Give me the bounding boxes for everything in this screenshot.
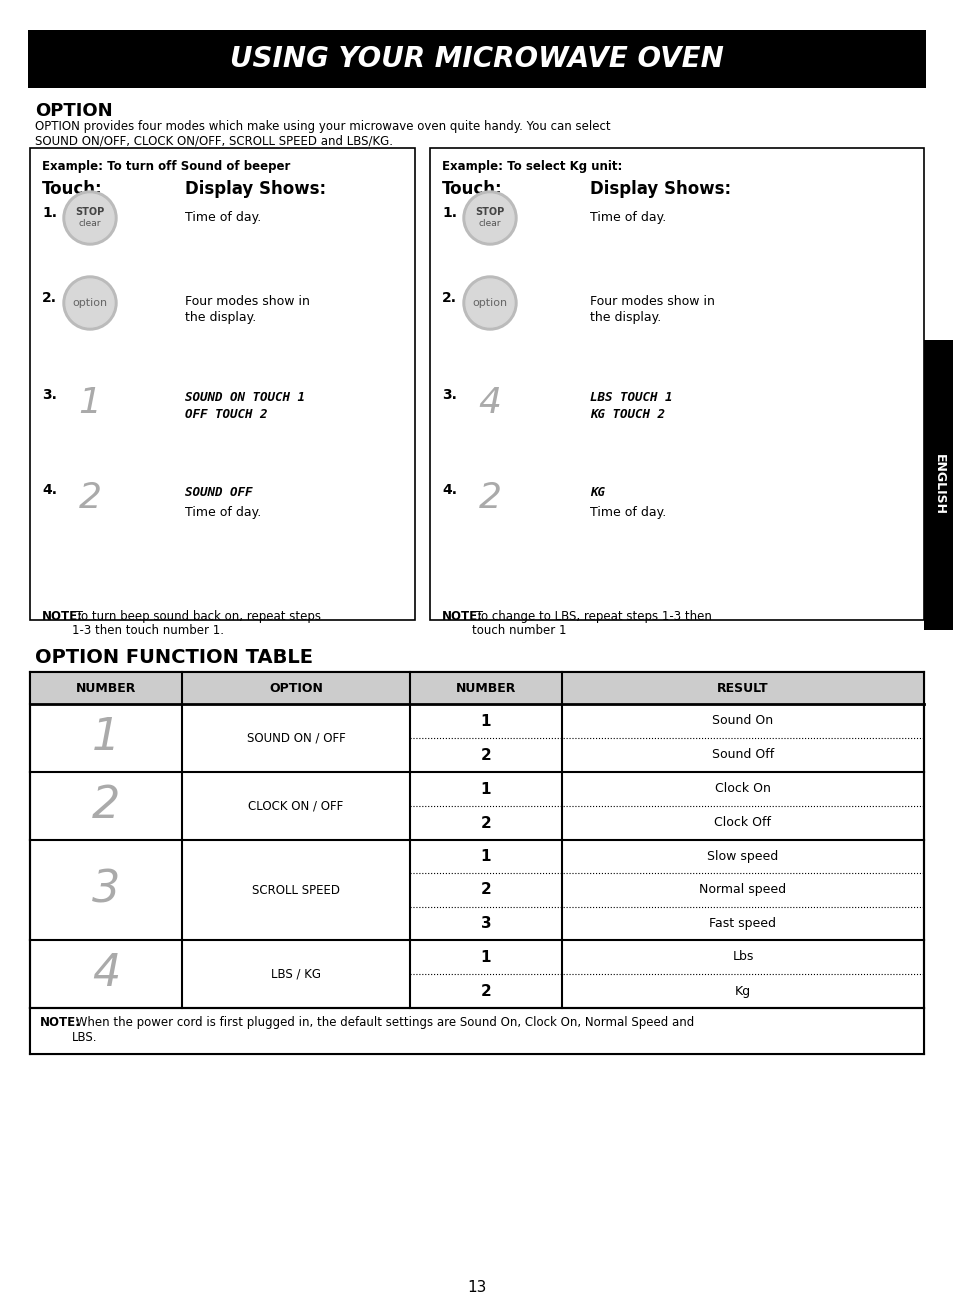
Text: Time of day.: Time of day. <box>185 211 261 225</box>
Text: OPTION provides four modes which make using your microwave oven quite handy. You: OPTION provides four modes which make us… <box>35 119 610 133</box>
Text: 2: 2 <box>91 784 120 827</box>
Bar <box>923 340 953 630</box>
Text: 4: 4 <box>91 952 120 995</box>
Text: Display Shows:: Display Shows: <box>589 180 730 198</box>
Text: SOUND ON/OFF, CLOCK ON/OFF, SCROLL SPEED and LBS/KG.: SOUND ON/OFF, CLOCK ON/OFF, SCROLL SPEED… <box>35 134 393 147</box>
Text: 1: 1 <box>91 717 120 759</box>
Circle shape <box>66 278 113 327</box>
Text: 3.: 3. <box>42 389 57 402</box>
Text: Kg: Kg <box>734 985 750 998</box>
Text: NUMBER: NUMBER <box>75 681 136 695</box>
Circle shape <box>465 278 514 327</box>
Text: NOTE:: NOTE: <box>441 611 482 622</box>
Text: touch number 1: touch number 1 <box>472 624 566 637</box>
Text: Time of day.: Time of day. <box>185 506 261 519</box>
Circle shape <box>63 276 117 330</box>
Text: SOUND ON TOUCH 1: SOUND ON TOUCH 1 <box>185 391 305 404</box>
Text: Four modes show in: Four modes show in <box>589 295 714 309</box>
Text: Fast speed: Fast speed <box>709 916 776 930</box>
Text: LBS TOUCH 1: LBS TOUCH 1 <box>589 391 672 404</box>
Text: Clock On: Clock On <box>715 783 770 796</box>
Text: Lbs: Lbs <box>732 951 753 964</box>
Circle shape <box>462 190 517 246</box>
Text: NUMBER: NUMBER <box>456 681 516 695</box>
Text: 3.: 3. <box>441 389 456 402</box>
Text: ENGLISH: ENGLISH <box>931 454 944 516</box>
Text: 2.: 2. <box>42 291 57 305</box>
Text: 2: 2 <box>480 983 491 998</box>
Text: NOTE:: NOTE: <box>40 1016 81 1029</box>
Text: NOTE:: NOTE: <box>42 611 83 622</box>
Text: To change to LBS, repeat steps 1-3 then: To change to LBS, repeat steps 1-3 then <box>472 611 711 622</box>
Text: To turn beep sound back on, repeat steps: To turn beep sound back on, repeat steps <box>71 611 320 622</box>
Text: 1.: 1. <box>42 206 57 221</box>
Text: 4.: 4. <box>42 483 57 498</box>
Text: Example: To turn off Sound of beeper: Example: To turn off Sound of beeper <box>42 160 290 173</box>
Text: 2: 2 <box>478 481 501 515</box>
Text: 1: 1 <box>480 713 491 729</box>
Text: clear: clear <box>79 219 101 228</box>
Circle shape <box>66 194 113 242</box>
Text: 2.: 2. <box>441 291 456 305</box>
Text: 2: 2 <box>78 481 101 515</box>
Text: clear: clear <box>478 219 500 228</box>
Text: 1-3 then touch number 1.: 1-3 then touch number 1. <box>71 624 224 637</box>
Text: the display.: the display. <box>185 311 256 324</box>
Text: 3: 3 <box>480 916 491 931</box>
Text: OPTION FUNCTION TABLE: OPTION FUNCTION TABLE <box>35 649 313 667</box>
Circle shape <box>465 194 514 242</box>
Text: 1.: 1. <box>441 206 456 221</box>
Text: Sound On: Sound On <box>712 714 773 727</box>
Text: KG TOUCH 2: KG TOUCH 2 <box>589 408 664 421</box>
Text: 1: 1 <box>480 850 491 864</box>
Text: 2: 2 <box>480 815 491 831</box>
Text: Clock Off: Clock Off <box>714 817 771 830</box>
Text: OPTION: OPTION <box>269 681 323 695</box>
Text: STOP: STOP <box>475 207 504 217</box>
Text: 4: 4 <box>478 386 501 420</box>
Text: Time of day.: Time of day. <box>589 506 665 519</box>
Text: USING YOUR MICROWAVE OVEN: USING YOUR MICROWAVE OVEN <box>230 45 723 74</box>
Text: 13: 13 <box>467 1280 486 1295</box>
Text: option: option <box>72 298 108 309</box>
Text: LBS / KG: LBS / KG <box>271 968 320 981</box>
Text: When the power cord is first plugged in, the default settings are Sound On, Cloc: When the power cord is first plugged in,… <box>71 1016 694 1029</box>
Circle shape <box>462 276 517 330</box>
Text: Display Shows:: Display Shows: <box>185 180 326 198</box>
Bar <box>30 672 923 1054</box>
Text: Touch:: Touch: <box>441 180 502 198</box>
Text: Sound Off: Sound Off <box>711 748 773 762</box>
Text: Four modes show in: Four modes show in <box>185 295 310 309</box>
Text: KG: KG <box>589 486 604 499</box>
Text: SCROLL SPEED: SCROLL SPEED <box>252 884 339 897</box>
Text: Touch:: Touch: <box>42 180 103 198</box>
Bar <box>30 672 923 704</box>
Text: 1: 1 <box>480 781 491 797</box>
Text: STOP: STOP <box>75 207 105 217</box>
Text: 1: 1 <box>78 386 101 420</box>
Text: LBS.: LBS. <box>71 1031 97 1044</box>
Bar <box>28 30 925 88</box>
Text: 4.: 4. <box>441 483 456 498</box>
Text: Example: To select Kg unit:: Example: To select Kg unit: <box>441 160 621 173</box>
Text: SOUND OFF: SOUND OFF <box>185 486 253 499</box>
Bar <box>430 148 923 620</box>
Text: RESULT: RESULT <box>717 681 768 695</box>
Text: 1: 1 <box>480 949 491 965</box>
Text: CLOCK ON / OFF: CLOCK ON / OFF <box>248 800 343 813</box>
Text: OPTION: OPTION <box>35 102 112 119</box>
Text: option: option <box>472 298 507 309</box>
Text: 3: 3 <box>91 868 120 911</box>
Circle shape <box>63 190 117 246</box>
Text: Slow speed: Slow speed <box>706 850 778 863</box>
Bar <box>30 1008 923 1054</box>
Text: 2: 2 <box>480 882 491 898</box>
Text: 2: 2 <box>480 747 491 763</box>
Text: Time of day.: Time of day. <box>589 211 665 225</box>
Text: the display.: the display. <box>589 311 660 324</box>
Text: Normal speed: Normal speed <box>699 884 785 897</box>
Text: OFF TOUCH 2: OFF TOUCH 2 <box>185 408 267 421</box>
Text: SOUND ON / OFF: SOUND ON / OFF <box>247 731 345 744</box>
Bar <box>30 148 415 620</box>
